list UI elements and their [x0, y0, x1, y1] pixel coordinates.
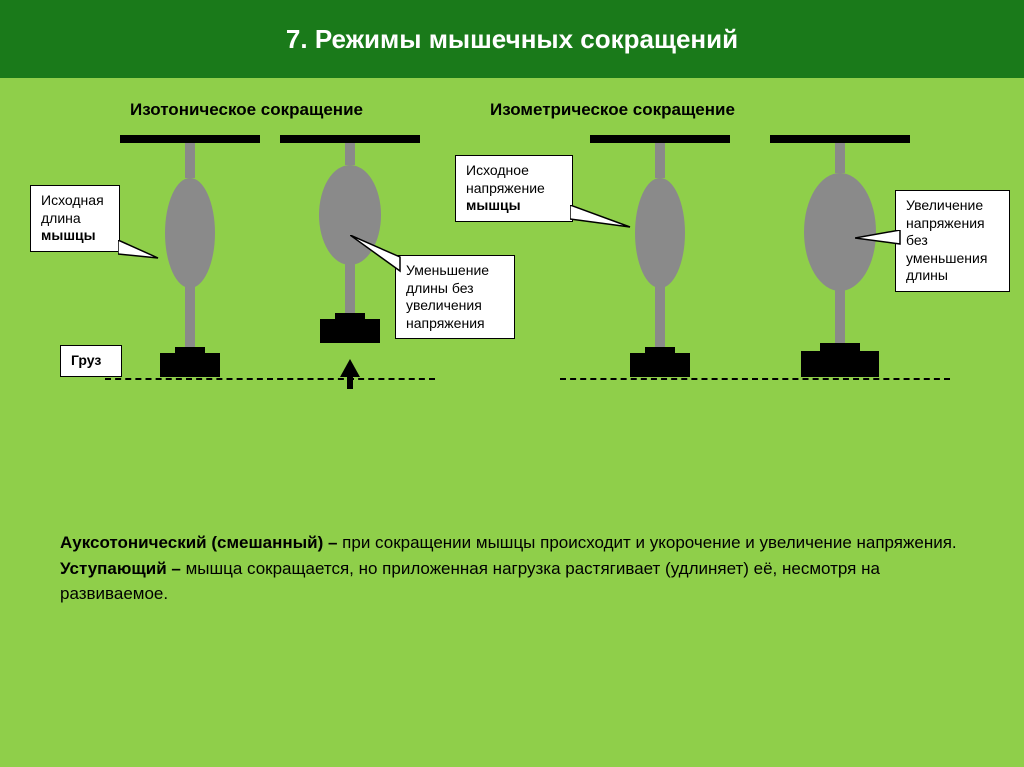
muscle-body [165, 178, 215, 288]
callout-pointer-icon [118, 240, 168, 270]
ceiling-bar [280, 135, 420, 143]
weight-block [801, 351, 879, 377]
callout-load: Груз [60, 345, 122, 377]
callout-pointer-icon [350, 235, 410, 275]
weight-block [320, 319, 380, 343]
weight-block [630, 353, 690, 377]
callout-initial-tension: Исходное напряжение мышцы [455, 155, 573, 222]
rod-top [185, 143, 195, 178]
callout-line-bold: мышцы [466, 197, 562, 215]
callout-pointer-icon [855, 230, 905, 260]
callout-line: напряжения [906, 215, 999, 233]
ground-line-right [560, 378, 950, 380]
callout-line: длины без [406, 280, 504, 298]
slide-title: 7. Режимы мышечных сокращений [286, 24, 738, 55]
callout-line: без [906, 232, 999, 250]
callout-shortening: Уменьшение длины без увеличения напряжен… [395, 255, 515, 339]
callout-initial-length: Исходная длина мышцы [30, 185, 120, 252]
rod-top [655, 143, 665, 178]
subheader-isometric: Изометрическое сокращение [490, 100, 735, 120]
slide-header: 7. Режимы мышечных сокращений [0, 0, 1024, 78]
text-bold: Уступающий – [60, 559, 186, 578]
callout-line: длина [41, 210, 109, 228]
weight-block [160, 353, 220, 377]
rod-bottom [835, 288, 845, 346]
callout-line: длины [906, 267, 999, 285]
muscle-body [635, 178, 685, 288]
bottom-text-block: Ауксотонический (смешанный) – при сокращ… [60, 530, 960, 607]
callout-line: увеличения [406, 297, 504, 315]
ceiling-bar [590, 135, 730, 143]
rod-bottom [185, 285, 195, 347]
ground-line-left [105, 378, 435, 380]
callout-text: Груз [71, 352, 101, 368]
callout-line: напряжение [466, 180, 562, 198]
callout-tension-increase: Увеличение напряжения без уменьшения дли… [895, 190, 1010, 292]
callout-line: уменьшения [906, 250, 999, 268]
callout-line: напряжения [406, 315, 504, 333]
callout-line: Исходная [41, 192, 109, 210]
text: при сокращении мышцы происходит и укороч… [342, 533, 956, 552]
callout-line: Уменьшение [406, 262, 504, 280]
callout-line: Увеличение [906, 197, 999, 215]
rod-bottom [655, 285, 665, 347]
diagram-area: Исходная длина мышцы Груз Уменьшение дли… [0, 135, 1024, 435]
subheader-isotonic: Изотоническое сокращение [130, 100, 363, 120]
callout-line-bold: мышцы [41, 227, 109, 245]
rod-top [835, 143, 845, 173]
paragraph-eccentric: Уступающий – мышца сокращается, но прило… [60, 556, 960, 607]
callout-line: Исходное [466, 162, 562, 180]
text-bold: Ауксотонический (смешанный) – [60, 533, 342, 552]
paragraph-auxotonic: Ауксотонический (смешанный) – при сокращ… [60, 530, 960, 556]
ceiling-bar [770, 135, 910, 143]
callout-pointer-icon [570, 205, 640, 245]
ceiling-bar [120, 135, 260, 143]
rod-top [345, 143, 355, 165]
